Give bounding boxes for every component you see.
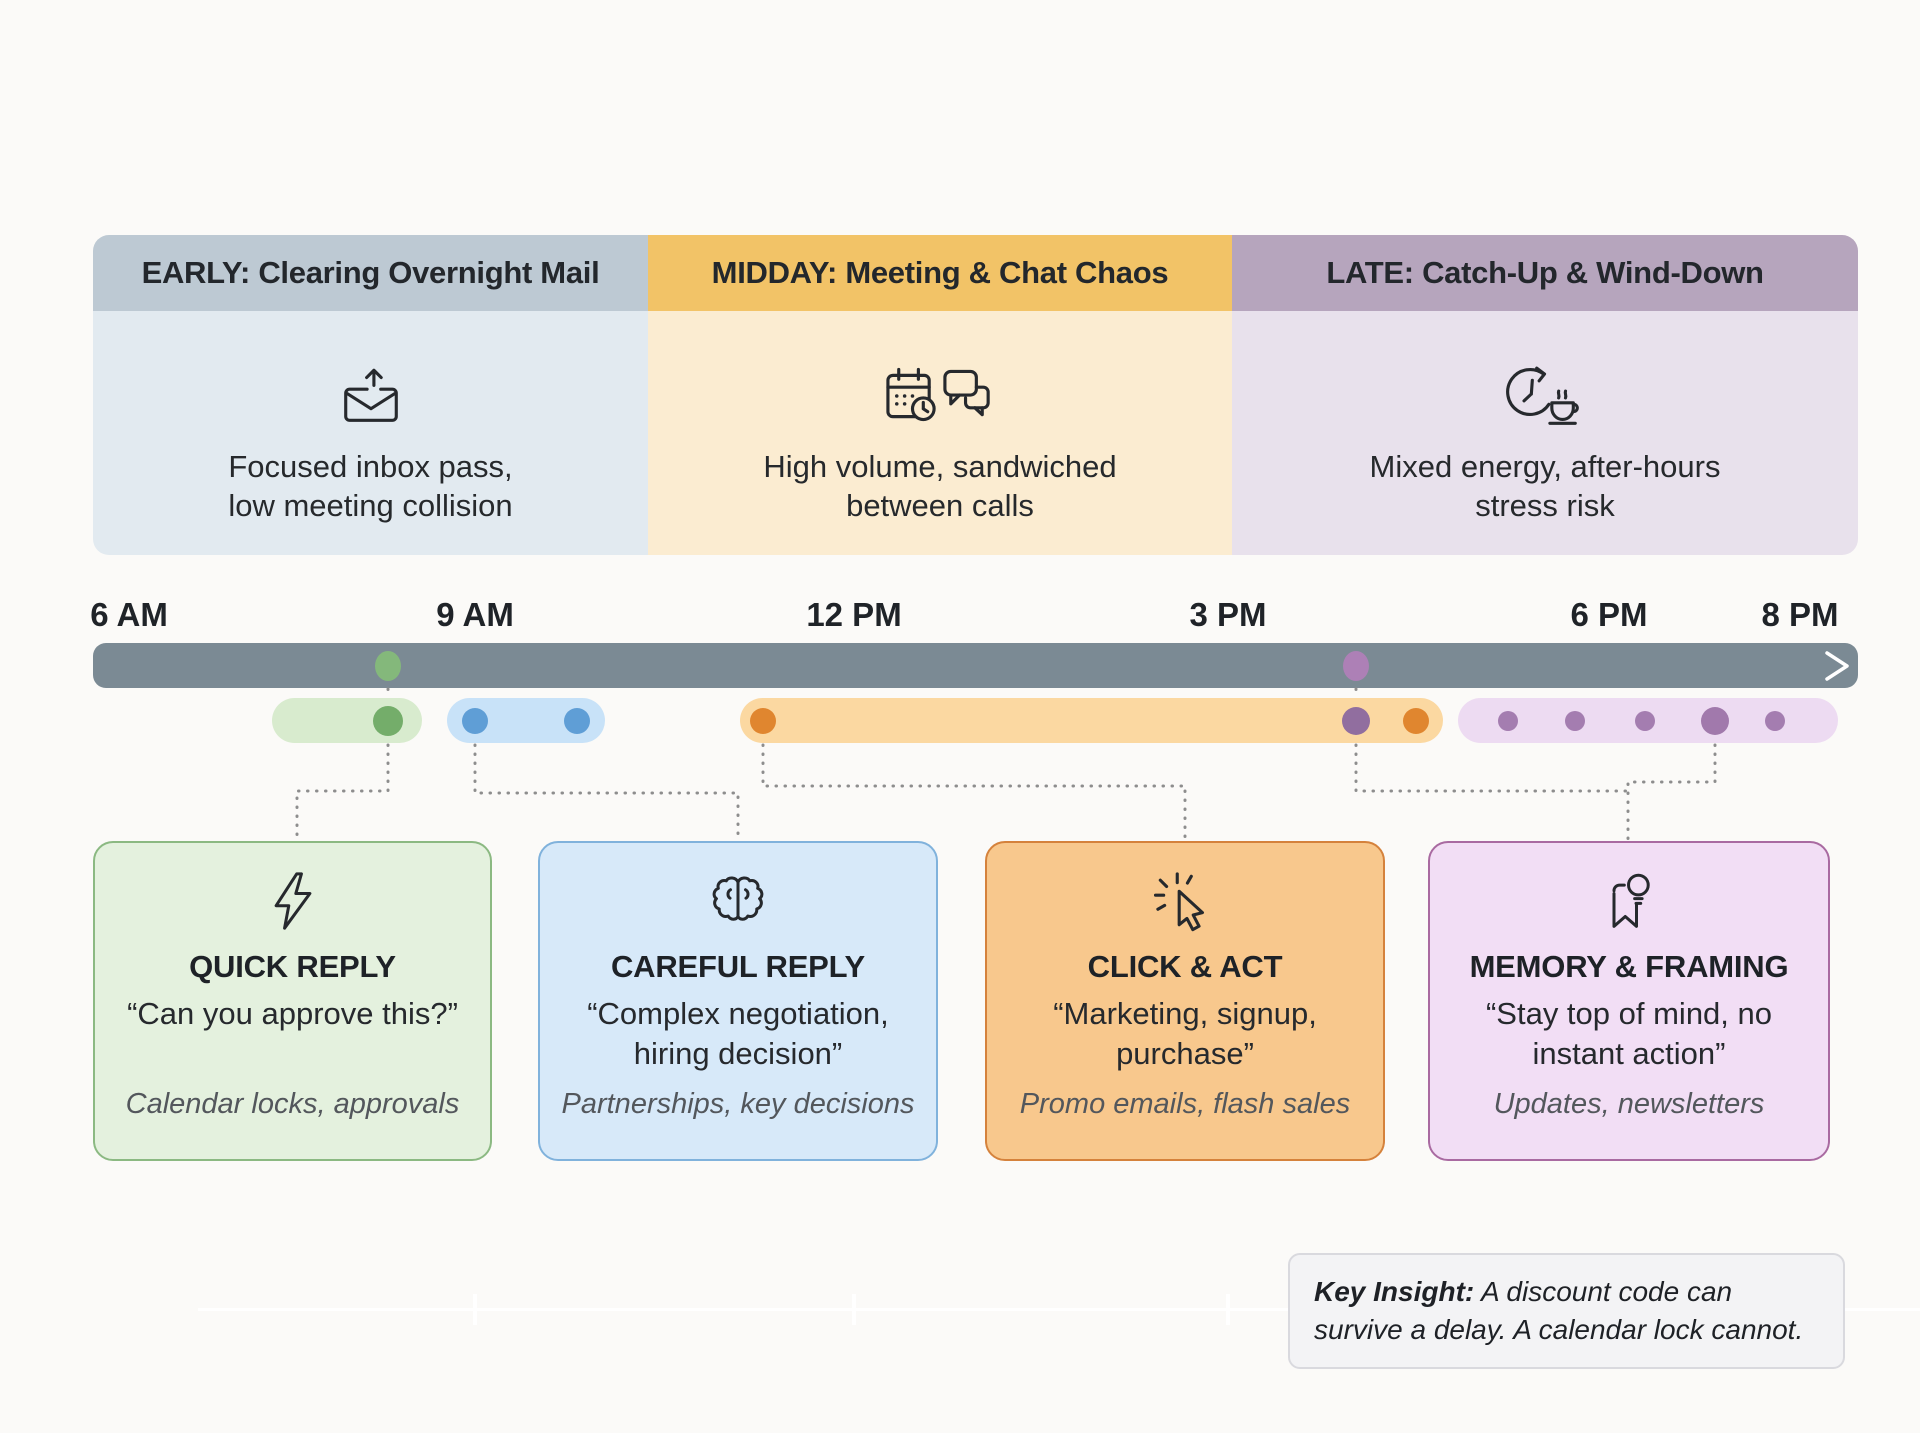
time-label: 6 AM: [90, 596, 168, 633]
window-event-dot: [1403, 707, 1429, 734]
caption-line: low meeting collision: [228, 488, 513, 523]
window-event-dot: [564, 707, 590, 734]
clock-coffee-icon: [1504, 359, 1586, 427]
quote-line: purchase”: [1116, 1036, 1254, 1071]
quote-line: “Can you approve this?”: [127, 996, 458, 1031]
key-insight-label: Key Insight:: [1314, 1276, 1475, 1307]
key-insight-text: Key Insight: A discount code can survive…: [1314, 1276, 1804, 1345]
timeline-event-dot: [375, 651, 401, 681]
time-label: 12 PM: [806, 596, 902, 633]
quote-line: hiring decision”: [633, 1036, 843, 1071]
card-subtitle: Updates, newsletters: [1493, 1088, 1765, 1120]
calendar-clock-chat-icon: [884, 359, 996, 427]
window-event-dot: [1765, 710, 1785, 731]
window-event-dot: [373, 705, 403, 736]
mail-send-icon: [336, 359, 406, 427]
timeline-arrow-icon: [1825, 651, 1849, 681]
hour-tick: [852, 1294, 856, 1325]
dotted-connector: [761, 743, 1187, 843]
caption-line: Mixed energy, after-hours: [1369, 449, 1721, 484]
window-event-dot: [1498, 710, 1518, 731]
window-event-dot: [750, 707, 776, 734]
timeline-bar: [93, 643, 1920, 1325]
card-title: CLICK & ACT: [1087, 949, 1283, 984]
caption-line: High volume, sandwiched: [763, 449, 1117, 484]
hour-tick: [1226, 1294, 1230, 1325]
phase-late: LATE: Catch-Up & Wind-Down Mixed energy,…: [1232, 235, 1858, 555]
time-label: 3 PM: [1189, 596, 1267, 633]
dotted-connector: [473, 743, 740, 843]
card-careful-reply: CAREFUL REPLY “Complex negotiation, hirin…: [538, 841, 938, 1161]
dotted-connector: [1626, 743, 1717, 843]
dotted-connector: [1354, 743, 1630, 793]
brain-icon: [707, 869, 769, 933]
phase-midday-body: High volume, sandwiched between calls: [648, 311, 1232, 555]
card-title: QUICK REPLY: [189, 949, 396, 984]
phase-late-title: LATE: Catch-Up & Wind-Down: [1232, 235, 1858, 311]
caption-line: Focused inbox pass,: [228, 449, 513, 484]
cursor-click-icon: [1154, 869, 1216, 933]
quote-line: “Marketing, signup,: [1053, 996, 1317, 1031]
card-click-and-act: CLICK & ACT “Marketing, signup, purchase”…: [985, 841, 1385, 1161]
phase-panels: EARLY: Clearing Overnight Mail Focused i…: [93, 235, 1858, 555]
midday-window-pill: [740, 698, 1443, 743]
phase-late-body: Mixed energy, after-hours stress risk: [1232, 311, 1858, 555]
phase-early-caption: Focused inbox pass, low meeting collision: [228, 447, 512, 525]
timeline-axis-line: [198, 1307, 1920, 1311]
caption-line: stress risk: [1475, 488, 1615, 523]
phase-early: EARLY: Clearing Overnight Mail Focused i…: [93, 235, 648, 555]
quote-line: “Stay top of mind, no: [1485, 996, 1773, 1031]
card-quote: “Can you approve this?”: [127, 994, 458, 1076]
card-memory-and-framing: MEMORY & FRAMING “Stay top of mind, no in…: [1428, 841, 1830, 1161]
time-label: 9 AM: [436, 596, 514, 633]
window-event-dot: [462, 707, 488, 734]
quote-line: instant action”: [1532, 1036, 1726, 1071]
card-quote: “Complex negotiation, hiring decision”: [587, 994, 889, 1076]
phase-midday-title: MIDDAY: Meeting & Chat Chaos: [648, 235, 1232, 311]
card-title: CAREFUL REPLY: [610, 949, 866, 984]
time-label: 6 PM: [1570, 596, 1648, 633]
window-event-dot: [1342, 706, 1370, 735]
hour-tick: [473, 1294, 477, 1325]
card-subtitle: Partnerships, key decisions: [561, 1088, 915, 1120]
bookmark-idea-icon: [1599, 869, 1659, 933]
card-subtitle: Calendar locks, approvals: [125, 1088, 460, 1120]
card-quote: “Stay top of mind, no instant action”: [1486, 994, 1772, 1076]
phase-late-caption: Mixed energy, after-hours stress risk: [1370, 447, 1721, 525]
card-subtitle: Promo emails, flash sales: [1019, 1088, 1351, 1120]
phase-midday: MIDDAY: Meeting & Chat Chaos: [648, 235, 1232, 555]
caption-line: between calls: [846, 488, 1034, 523]
key-insight-box: Key Insight: A discount code can survive…: [1288, 1253, 1845, 1369]
phase-midday-caption: High volume, sandwiched between calls: [763, 447, 1116, 525]
window-event-dot: [1701, 706, 1729, 735]
window-event-dot: [1565, 710, 1585, 731]
phase-early-body: Focused inbox pass, low meeting collision: [93, 311, 648, 555]
lightning-icon: [263, 869, 323, 933]
card-title: MEMORY & FRAMING: [1469, 949, 1789, 984]
card-quick-reply: QUICK REPLY “Can you approve this?” Cale…: [93, 841, 492, 1161]
card-quote: “Marketing, signup, purchase”: [1053, 994, 1317, 1076]
time-label: 8 PM: [1761, 596, 1839, 633]
dotted-connector: [295, 743, 390, 843]
timeline-event-dot: [1343, 651, 1369, 681]
window-event-dot: [1635, 710, 1655, 731]
phase-early-title: EARLY: Clearing Overnight Mail: [93, 235, 648, 311]
quote-line: “Complex negotiation,: [587, 996, 889, 1031]
